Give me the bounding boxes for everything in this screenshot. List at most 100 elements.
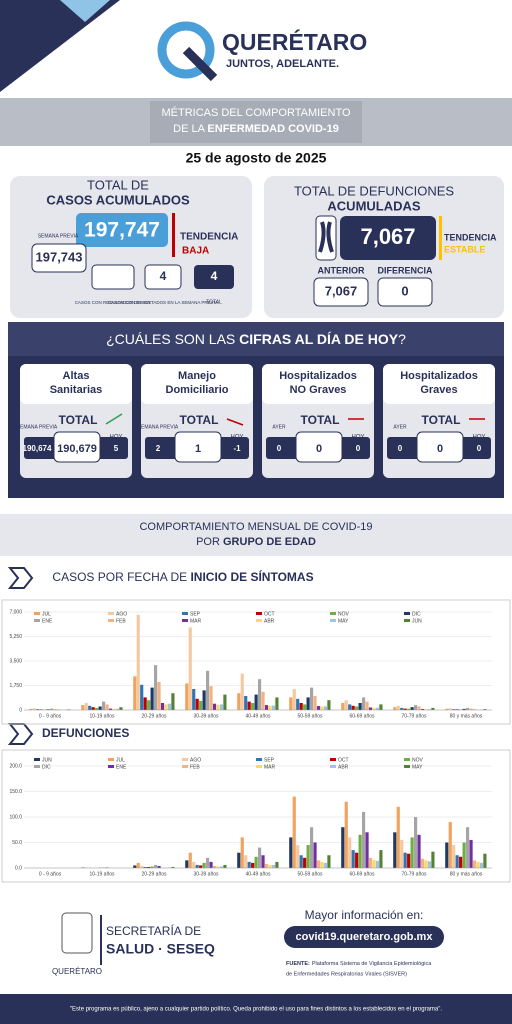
legend-label: AGO <box>190 757 201 763</box>
bar <box>407 853 411 868</box>
y-tick-label: 0 <box>19 707 22 713</box>
trend-arrow <box>105 413 123 425</box>
total-label: TOTAL <box>301 413 340 427</box>
legend-swatch <box>34 765 40 768</box>
legend-swatch <box>256 758 262 761</box>
bar <box>199 700 203 710</box>
bar <box>396 806 400 868</box>
bar <box>348 837 352 868</box>
right-label: HOY <box>109 435 122 441</box>
bar <box>261 691 265 710</box>
bar <box>469 708 473 710</box>
today-title: ¿CUÁLES SON LAS CIFRAS AL DÍA DE HOY? <box>106 331 406 347</box>
bar <box>424 709 428 710</box>
bar <box>275 861 279 868</box>
bar <box>414 817 418 868</box>
bar <box>154 864 158 868</box>
banner-center <box>150 101 362 143</box>
card-title: NO Graves <box>290 384 347 396</box>
bar <box>289 697 293 710</box>
bar <box>209 861 213 868</box>
more-info: Mayor información en: <box>305 908 424 922</box>
legend-swatch <box>330 758 336 761</box>
small-value: 4 <box>160 269 167 283</box>
week-box <box>144 264 182 290</box>
cases-total-box <box>76 213 168 247</box>
x-tick-label: 20-29 años <box>141 871 167 877</box>
bar <box>216 704 220 710</box>
today-header <box>8 322 504 356</box>
bar <box>244 696 248 710</box>
legend-label: MAY <box>412 764 423 770</box>
bar <box>216 866 220 868</box>
bar <box>379 850 383 868</box>
y-tick-label: 3,500 <box>9 658 22 664</box>
small-label: ANTERIOR <box>318 265 366 275</box>
bar <box>303 857 307 868</box>
bar <box>351 705 355 710</box>
brand: QUERÉTARO <box>222 28 367 55</box>
x-tick-label: 80 y más años <box>450 713 483 719</box>
card-title: ACUMULADAS <box>327 198 420 213</box>
source-label: FUENTE: <box>286 961 310 967</box>
logo-tail <box>182 46 218 82</box>
small-label: CASOS CON RESULTADOS DE HOY <box>75 300 152 305</box>
bar <box>358 703 362 710</box>
legend-swatch <box>256 619 262 622</box>
section-title-part: GRUPO DE EDAD <box>223 536 316 548</box>
bar <box>348 704 352 710</box>
legend-label: OCT <box>338 757 349 763</box>
total-label: TOTAL <box>180 413 219 427</box>
chart-heading-part: INICIO DE SÍNTOMAS <box>190 569 313 584</box>
bar <box>407 708 411 710</box>
legend-label: MAY <box>338 618 349 624</box>
x-tick-label: 40-49 años <box>245 713 271 719</box>
bar <box>445 708 449 710</box>
bar <box>341 827 345 868</box>
disclaimer: "Este programa es público, ajeno a cualq… <box>70 1007 442 1013</box>
left-value: 190,674 <box>23 444 52 453</box>
legend-swatch <box>108 619 114 622</box>
bar <box>247 861 251 868</box>
bar <box>223 864 227 868</box>
dept: SECRETARÍA DE <box>106 923 201 938</box>
legend-swatch <box>330 619 336 622</box>
legend-label: JUL <box>42 611 51 617</box>
total-value: 7,067 <box>360 224 415 249</box>
bar <box>303 704 307 710</box>
bar <box>320 706 324 710</box>
x-tick-label: 70-79 años <box>401 871 427 877</box>
bar <box>212 865 217 868</box>
legend-swatch <box>182 765 188 768</box>
legend-swatch <box>256 765 262 768</box>
bar <box>327 700 331 710</box>
bar <box>206 670 210 710</box>
bar <box>237 852 241 868</box>
x-tick-label: 60-69 años <box>349 713 375 719</box>
bar <box>355 852 359 868</box>
left-value: 0 <box>277 444 282 453</box>
y-tick-label: 5,250 <box>9 634 22 640</box>
bar <box>98 706 102 710</box>
bar <box>403 852 407 868</box>
bar <box>264 705 269 710</box>
bar <box>143 866 147 868</box>
small-value: 4 <box>211 269 218 283</box>
legend-swatch <box>34 612 40 615</box>
bar <box>483 853 487 868</box>
legend-label: MAR <box>264 764 276 770</box>
legend-label: FEB <box>116 618 126 624</box>
legend-swatch <box>404 619 410 622</box>
legend-label: AGO <box>116 611 127 617</box>
corner-shape <box>0 0 120 92</box>
trend-value: BAJA <box>182 246 209 257</box>
bar <box>289 837 293 868</box>
bar <box>108 708 113 710</box>
bar <box>452 709 456 710</box>
value-box <box>174 431 222 463</box>
bar <box>313 696 317 710</box>
bar <box>136 614 140 710</box>
today-card-top <box>141 364 253 404</box>
trend-bar <box>439 216 442 260</box>
right-label: HOY <box>351 435 364 441</box>
